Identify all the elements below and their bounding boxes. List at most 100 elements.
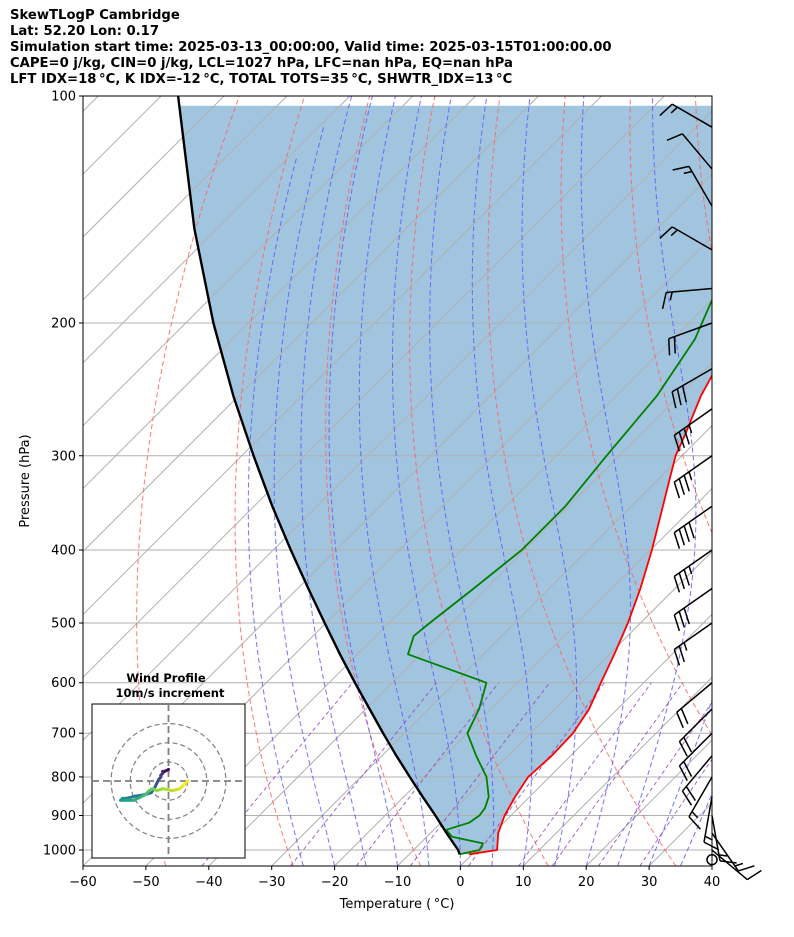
isotherm-line bbox=[145, 299, 712, 866]
x-tick-label: 30 bbox=[641, 875, 658, 890]
x-tick-label: −30 bbox=[258, 875, 285, 890]
wind-barb bbox=[673, 587, 713, 632]
wind-barb bbox=[678, 732, 713, 781]
hodograph-plot bbox=[92, 704, 245, 858]
x-tick-label: −20 bbox=[321, 875, 348, 890]
hodograph-trace-segment bbox=[182, 779, 190, 787]
wind-barb bbox=[711, 815, 737, 864]
dry-adiabat-line bbox=[409, 96, 549, 866]
moist-adiabat-line bbox=[429, 96, 494, 866]
dry-adiabat-line bbox=[325, 96, 422, 866]
moist-adiabat-line bbox=[648, 698, 712, 866]
hodograph-subtitle: 10m/s increment bbox=[116, 686, 225, 700]
wind-barb bbox=[673, 549, 713, 593]
mixing-ratio-line bbox=[290, 682, 437, 866]
isotherm-line bbox=[208, 362, 712, 866]
y-tick-label: 700 bbox=[51, 727, 76, 742]
dry-adiabat-line bbox=[761, 96, 794, 866]
wind-barb bbox=[666, 133, 713, 170]
dry-adiabat-layer bbox=[136, 96, 794, 866]
chart-header: SkewTLogP Cambridge Lat: 52.20 Lon: 0.17… bbox=[10, 8, 612, 88]
x-tick-label: 0 bbox=[456, 875, 464, 890]
wind-barb bbox=[671, 368, 713, 409]
y-tick-label: 500 bbox=[51, 617, 76, 632]
y-tick-label: 100 bbox=[51, 90, 76, 105]
wind-barb bbox=[672, 165, 713, 207]
mixing-ratio-line bbox=[551, 682, 684, 866]
x-tick-label: −10 bbox=[384, 875, 411, 890]
dry-adiabat-line bbox=[560, 96, 712, 737]
isotherm-line bbox=[83, 96, 414, 427]
isotherm-line bbox=[334, 487, 712, 866]
wind-barb bbox=[659, 103, 713, 128]
wind-barb bbox=[688, 776, 713, 830]
isotherm-line bbox=[83, 96, 476, 490]
y-tick-label: 400 bbox=[51, 543, 76, 558]
cin-shaded-area bbox=[179, 105, 712, 855]
wind-barb bbox=[711, 849, 762, 881]
wind-barb bbox=[703, 796, 720, 851]
y-tick-label: 600 bbox=[51, 676, 76, 691]
moist-adiabat-line bbox=[680, 792, 712, 866]
moist-adiabat-line bbox=[711, 864, 712, 866]
hodograph-inset: Wind Profile 10m/s increment bbox=[91, 671, 246, 859]
isotherm-line bbox=[83, 110, 712, 741]
wind-barb bbox=[673, 408, 713, 452]
isotherm-line bbox=[271, 424, 712, 866]
isotherm-line bbox=[83, 96, 665, 679]
isotherm-line bbox=[522, 676, 712, 866]
isotherm-line bbox=[397, 550, 712, 866]
mixing-ratio-line bbox=[639, 758, 712, 866]
location-line: Lat: 52.20 Lon: 0.17 bbox=[10, 24, 160, 39]
isotherm-line bbox=[460, 613, 712, 866]
wind-barb bbox=[661, 287, 713, 310]
calm-wind-marker bbox=[706, 853, 718, 866]
wind-barb bbox=[659, 226, 713, 251]
isotherm-line bbox=[83, 96, 351, 364]
wind-barb bbox=[673, 622, 713, 666]
isotherm-line bbox=[83, 96, 602, 616]
wind-barb bbox=[676, 682, 713, 729]
temperature-line bbox=[468, 373, 712, 856]
dry-adiabat-line bbox=[234, 96, 305, 866]
mixing-ratio-line bbox=[409, 682, 550, 866]
y-tick-label: 300 bbox=[51, 449, 76, 464]
dewpoint-line bbox=[407, 297, 712, 856]
wind-barb bbox=[681, 755, 713, 806]
chart-title: SkewTLogP Cambridge bbox=[10, 8, 180, 23]
moist-adiabat-line bbox=[247, 155, 304, 866]
isotherm-line bbox=[711, 865, 712, 866]
cape-fill-layer bbox=[179, 105, 712, 855]
wind-barb bbox=[673, 455, 713, 499]
x-tick-label: −40 bbox=[195, 875, 222, 890]
x-axis-label: Temperature ( °C) bbox=[339, 897, 455, 912]
wind-barb bbox=[678, 708, 713, 757]
x-tick-label: 20 bbox=[578, 875, 595, 890]
dry-adiabat-line bbox=[487, 96, 677, 866]
moist-adiabat-line bbox=[300, 96, 367, 866]
profile-series-layer bbox=[176, 96, 712, 856]
x-tick-label: 10 bbox=[515, 875, 532, 890]
x-tick-label: 40 bbox=[704, 875, 721, 890]
moist-adiabat-line bbox=[358, 96, 430, 866]
y-tick-label: 800 bbox=[51, 770, 76, 785]
moist-adiabat-line bbox=[471, 96, 533, 866]
x-tick-label: −50 bbox=[132, 875, 159, 890]
y-tick-label: 1000 bbox=[43, 844, 76, 859]
mixing-ratio-line bbox=[518, 682, 652, 866]
hodograph-title: Wind Profile bbox=[126, 671, 206, 685]
wind-barb bbox=[673, 505, 713, 549]
y-tick-label: 200 bbox=[51, 316, 76, 331]
isotherm-line bbox=[83, 96, 288, 301]
y-axis-label: Pressure (hPa) bbox=[18, 434, 33, 527]
moist-adiabat-line bbox=[580, 96, 631, 866]
hodograph-trace-segment bbox=[161, 787, 174, 793]
wind-barb bbox=[668, 322, 713, 356]
moist-adiabat-line bbox=[328, 96, 398, 866]
parcel-path-line bbox=[176, 96, 461, 855]
y-tick-label: 900 bbox=[51, 809, 76, 824]
time-line: Simulation start time: 2025-03-13_00:00:… bbox=[10, 40, 612, 55]
cape-line: CAPE=0 j/kg, CIN=0 j/kg, LCL=1027 hPa, L… bbox=[10, 56, 513, 71]
moist-adiabat-line bbox=[521, 96, 578, 866]
